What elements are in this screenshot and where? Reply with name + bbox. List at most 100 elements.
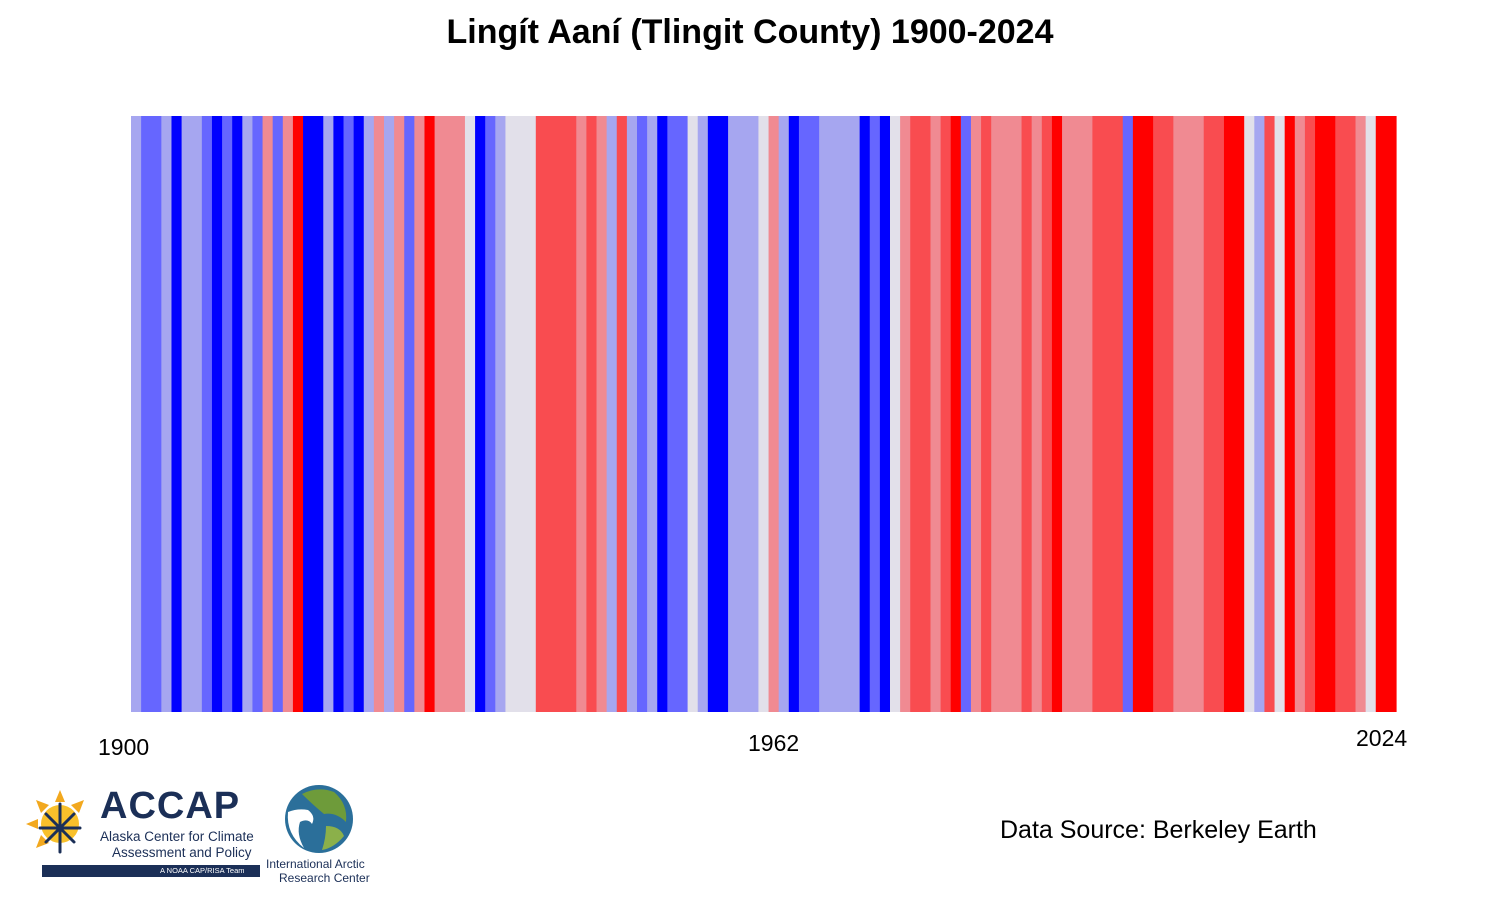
stripe-1956 bbox=[697, 116, 709, 712]
stripe-2007 bbox=[1213, 116, 1225, 712]
stripe-1922 bbox=[353, 116, 365, 712]
stripe-1943 bbox=[566, 116, 577, 712]
stripe-2008 bbox=[1223, 116, 1235, 712]
stripe-1948 bbox=[616, 116, 628, 712]
stripe-1911 bbox=[242, 116, 254, 712]
accap-sun-snowflake-icon bbox=[26, 790, 84, 854]
stripe-1980 bbox=[940, 116, 952, 712]
accap-logo-line1: Alaska Center for Climate bbox=[100, 829, 254, 844]
stripe-1906 bbox=[191, 116, 203, 712]
stripes-group bbox=[131, 116, 1397, 712]
accap-logo-line2: Assessment and Policy bbox=[112, 845, 252, 860]
chart-title: Lingít Aaní (Tlingit County) 1900-2024 bbox=[446, 13, 1054, 51]
stripe-1901 bbox=[141, 116, 152, 712]
stripe-1915 bbox=[282, 116, 294, 712]
stripe-1928 bbox=[414, 116, 426, 712]
stripe-1921 bbox=[343, 116, 355, 712]
stripe-1902 bbox=[151, 116, 162, 712]
stripe-1937 bbox=[505, 116, 517, 712]
stripe-1918 bbox=[313, 116, 324, 712]
stripe-2016 bbox=[1304, 116, 1316, 712]
stripe-1945 bbox=[586, 116, 598, 712]
stripe-2005 bbox=[1193, 116, 1205, 712]
stripe-1953 bbox=[667, 116, 679, 712]
stripe-1924 bbox=[373, 116, 385, 712]
stripe-1909 bbox=[222, 116, 233, 712]
stripe-1963 bbox=[768, 116, 780, 712]
stripe-2014 bbox=[1284, 116, 1296, 712]
stripe-1929 bbox=[424, 116, 436, 712]
stripe-2011 bbox=[1254, 116, 1266, 712]
stripe-1969 bbox=[829, 116, 840, 712]
stripe-2019 bbox=[1335, 116, 1346, 712]
x-tick-label-middle: 1962 bbox=[748, 730, 800, 756]
stripe-1935 bbox=[485, 116, 496, 712]
stripe-1982 bbox=[960, 116, 972, 712]
stripe-1907 bbox=[201, 116, 213, 712]
data-source-label: Data Source: Berkeley Earth bbox=[1000, 816, 1317, 844]
stripe-1986 bbox=[1001, 116, 1013, 712]
stripe-1914 bbox=[272, 116, 284, 712]
stripe-1904 bbox=[171, 116, 183, 712]
stripe-2006 bbox=[1203, 116, 1215, 712]
stripe-1977 bbox=[910, 116, 921, 712]
stripe-2004 bbox=[1183, 116, 1195, 712]
stripe-1926 bbox=[394, 116, 405, 712]
stripe-1913 bbox=[262, 116, 274, 712]
stripe-1952 bbox=[657, 116, 668, 712]
stripe-1957 bbox=[707, 116, 719, 712]
stripe-2001 bbox=[1153, 116, 1164, 712]
stripe-1990 bbox=[1041, 116, 1053, 712]
accap-logo-name: ACCAP bbox=[100, 785, 241, 827]
stripe-2013 bbox=[1274, 116, 1286, 712]
stripe-2022 bbox=[1365, 116, 1377, 712]
stripe-1900 bbox=[131, 116, 142, 712]
stripe-1970 bbox=[839, 116, 851, 712]
stripe-2012 bbox=[1264, 116, 1276, 712]
stripe-1912 bbox=[252, 116, 264, 712]
stripe-2003 bbox=[1173, 116, 1185, 712]
stripe-2002 bbox=[1163, 116, 1174, 712]
iarc-logo-line1: International Arctic bbox=[266, 857, 365, 871]
stripe-1991 bbox=[1051, 116, 1063, 712]
accap-logo-bar bbox=[42, 865, 260, 877]
stripe-1954 bbox=[677, 116, 689, 712]
stripe-1981 bbox=[950, 116, 962, 712]
stripe-1923 bbox=[363, 116, 375, 712]
stripe-1961 bbox=[748, 116, 760, 712]
stripe-2009 bbox=[1234, 116, 1245, 712]
stripe-2020 bbox=[1345, 116, 1357, 712]
stripe-1976 bbox=[900, 116, 911, 712]
stripe-1964 bbox=[778, 116, 790, 712]
stripe-1930 bbox=[434, 116, 446, 712]
stripe-2023 bbox=[1375, 116, 1387, 712]
stripe-1950 bbox=[637, 116, 648, 712]
stripe-1932 bbox=[454, 116, 466, 712]
stripe-1959 bbox=[728, 116, 739, 712]
stripe-1944 bbox=[576, 116, 587, 712]
stripe-1938 bbox=[515, 116, 527, 712]
stripe-2021 bbox=[1355, 116, 1367, 712]
stripe-1942 bbox=[556, 116, 567, 712]
stripe-1968 bbox=[819, 116, 830, 712]
stripe-2017 bbox=[1315, 116, 1326, 712]
stripe-1966 bbox=[798, 116, 810, 712]
stripe-1951 bbox=[647, 116, 658, 712]
stripe-1946 bbox=[596, 116, 608, 712]
stripe-1920 bbox=[333, 116, 345, 712]
stripe-1978 bbox=[920, 116, 932, 712]
stripe-1999 bbox=[1132, 116, 1144, 712]
stripe-1971 bbox=[849, 116, 861, 712]
stripe-1993 bbox=[1072, 116, 1083, 712]
stripe-1905 bbox=[181, 116, 193, 712]
stripe-1916 bbox=[292, 116, 304, 712]
stripe-1955 bbox=[687, 116, 699, 712]
stripe-1910 bbox=[232, 116, 243, 712]
stripe-1917 bbox=[303, 116, 314, 712]
stripe-2015 bbox=[1294, 116, 1306, 712]
stripe-2024 bbox=[1385, 116, 1397, 712]
stripe-1975 bbox=[890, 116, 901, 712]
accap-logo-tagline: A NOAA CAP/RISA Team bbox=[160, 866, 245, 875]
iarc-logo-line2: Research Center bbox=[279, 871, 370, 885]
